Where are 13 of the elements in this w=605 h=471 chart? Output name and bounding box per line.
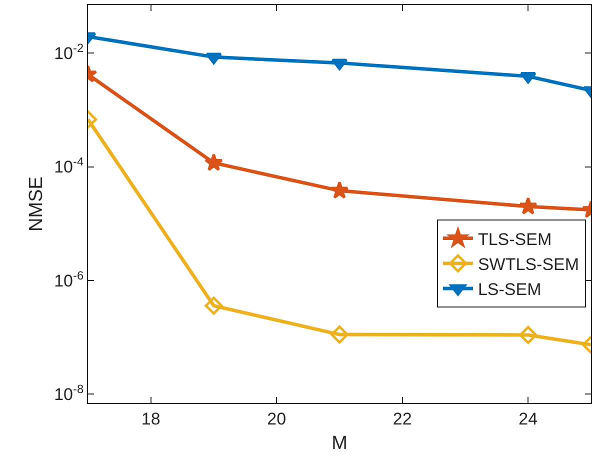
x-tick-label: 24 <box>518 409 538 428</box>
y-tick-label: 10$^{-2}$ <box>54 40 84 63</box>
x-axis-title: M <box>332 433 348 454</box>
y-tick-label: 10$^{-8}$ <box>54 382 84 404</box>
legend-label: LS-SEM <box>478 280 542 300</box>
legend-label: SWTLS-SEM <box>478 254 580 274</box>
y-tick-label: 10$^{-6}$ <box>54 268 84 290</box>
x-tick-label: 20 <box>267 409 286 428</box>
y-axis-title: NMSE <box>26 176 47 232</box>
y-tick-label: 10$^{-4}$ <box>54 154 84 177</box>
legend-label: TLS-SEM <box>478 230 552 249</box>
x-tick-label: 18 <box>141 409 160 428</box>
x-tick-label: 22 <box>392 409 412 428</box>
